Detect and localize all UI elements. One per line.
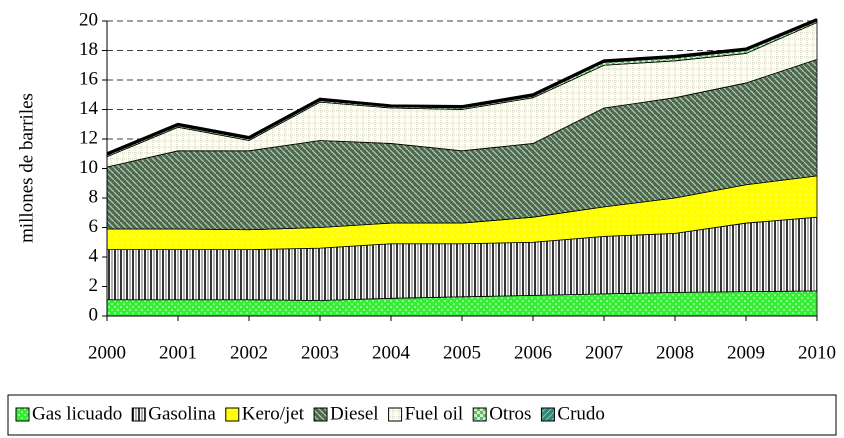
x-tick-label: 2001 (159, 342, 197, 363)
x-tick-label: 2002 (230, 342, 268, 363)
x-tick-label: 2009 (727, 342, 765, 363)
x-tick-label: 2003 (301, 342, 339, 363)
y-tick-label: 8 (89, 186, 99, 207)
y-tick-label: 6 (89, 216, 99, 237)
legend-label: Gas licuado (32, 403, 122, 424)
y-tick-label: 4 (89, 245, 99, 266)
legend-label: Kero/jet (242, 403, 305, 424)
legend-swatch (225, 407, 240, 422)
legend-swatch (540, 407, 555, 422)
x-tick-label: 2006 (514, 342, 552, 363)
x-tick-label: 2010 (798, 342, 836, 363)
y-axis-label: millones de barriles (16, 93, 37, 243)
x-tick-label: 2004 (372, 342, 411, 363)
legend-label: Fuel oil (405, 403, 464, 424)
x-tick-label: 2007 (585, 342, 623, 363)
legend-swatch (313, 407, 328, 422)
y-tick-label: 12 (79, 127, 98, 148)
y-tick-label: 14 (79, 98, 99, 119)
y-tick-label: 18 (79, 39, 98, 60)
x-tick-label: 2000 (88, 342, 126, 363)
y-tick-label: 20 (79, 9, 98, 30)
legend-swatch (472, 407, 487, 422)
legend-label: Crudo (557, 403, 605, 424)
legend-box (7, 394, 837, 436)
x-tick-label: 2005 (443, 342, 481, 363)
total-line (106, 18, 818, 156)
legend-swatch (131, 407, 146, 422)
legend-label: Gasolina (148, 403, 216, 424)
y-tick-label: 2 (89, 275, 99, 296)
y-tick-label: 10 (79, 157, 98, 178)
y-tick-label: 16 (79, 68, 98, 89)
legend-label: Diesel (330, 403, 379, 424)
legend-swatch (388, 407, 403, 422)
x-tick-label: 2008 (656, 342, 694, 363)
legend-swatch (15, 407, 30, 422)
legend-label: Otros (489, 403, 531, 424)
y-tick-label: 0 (89, 304, 99, 325)
